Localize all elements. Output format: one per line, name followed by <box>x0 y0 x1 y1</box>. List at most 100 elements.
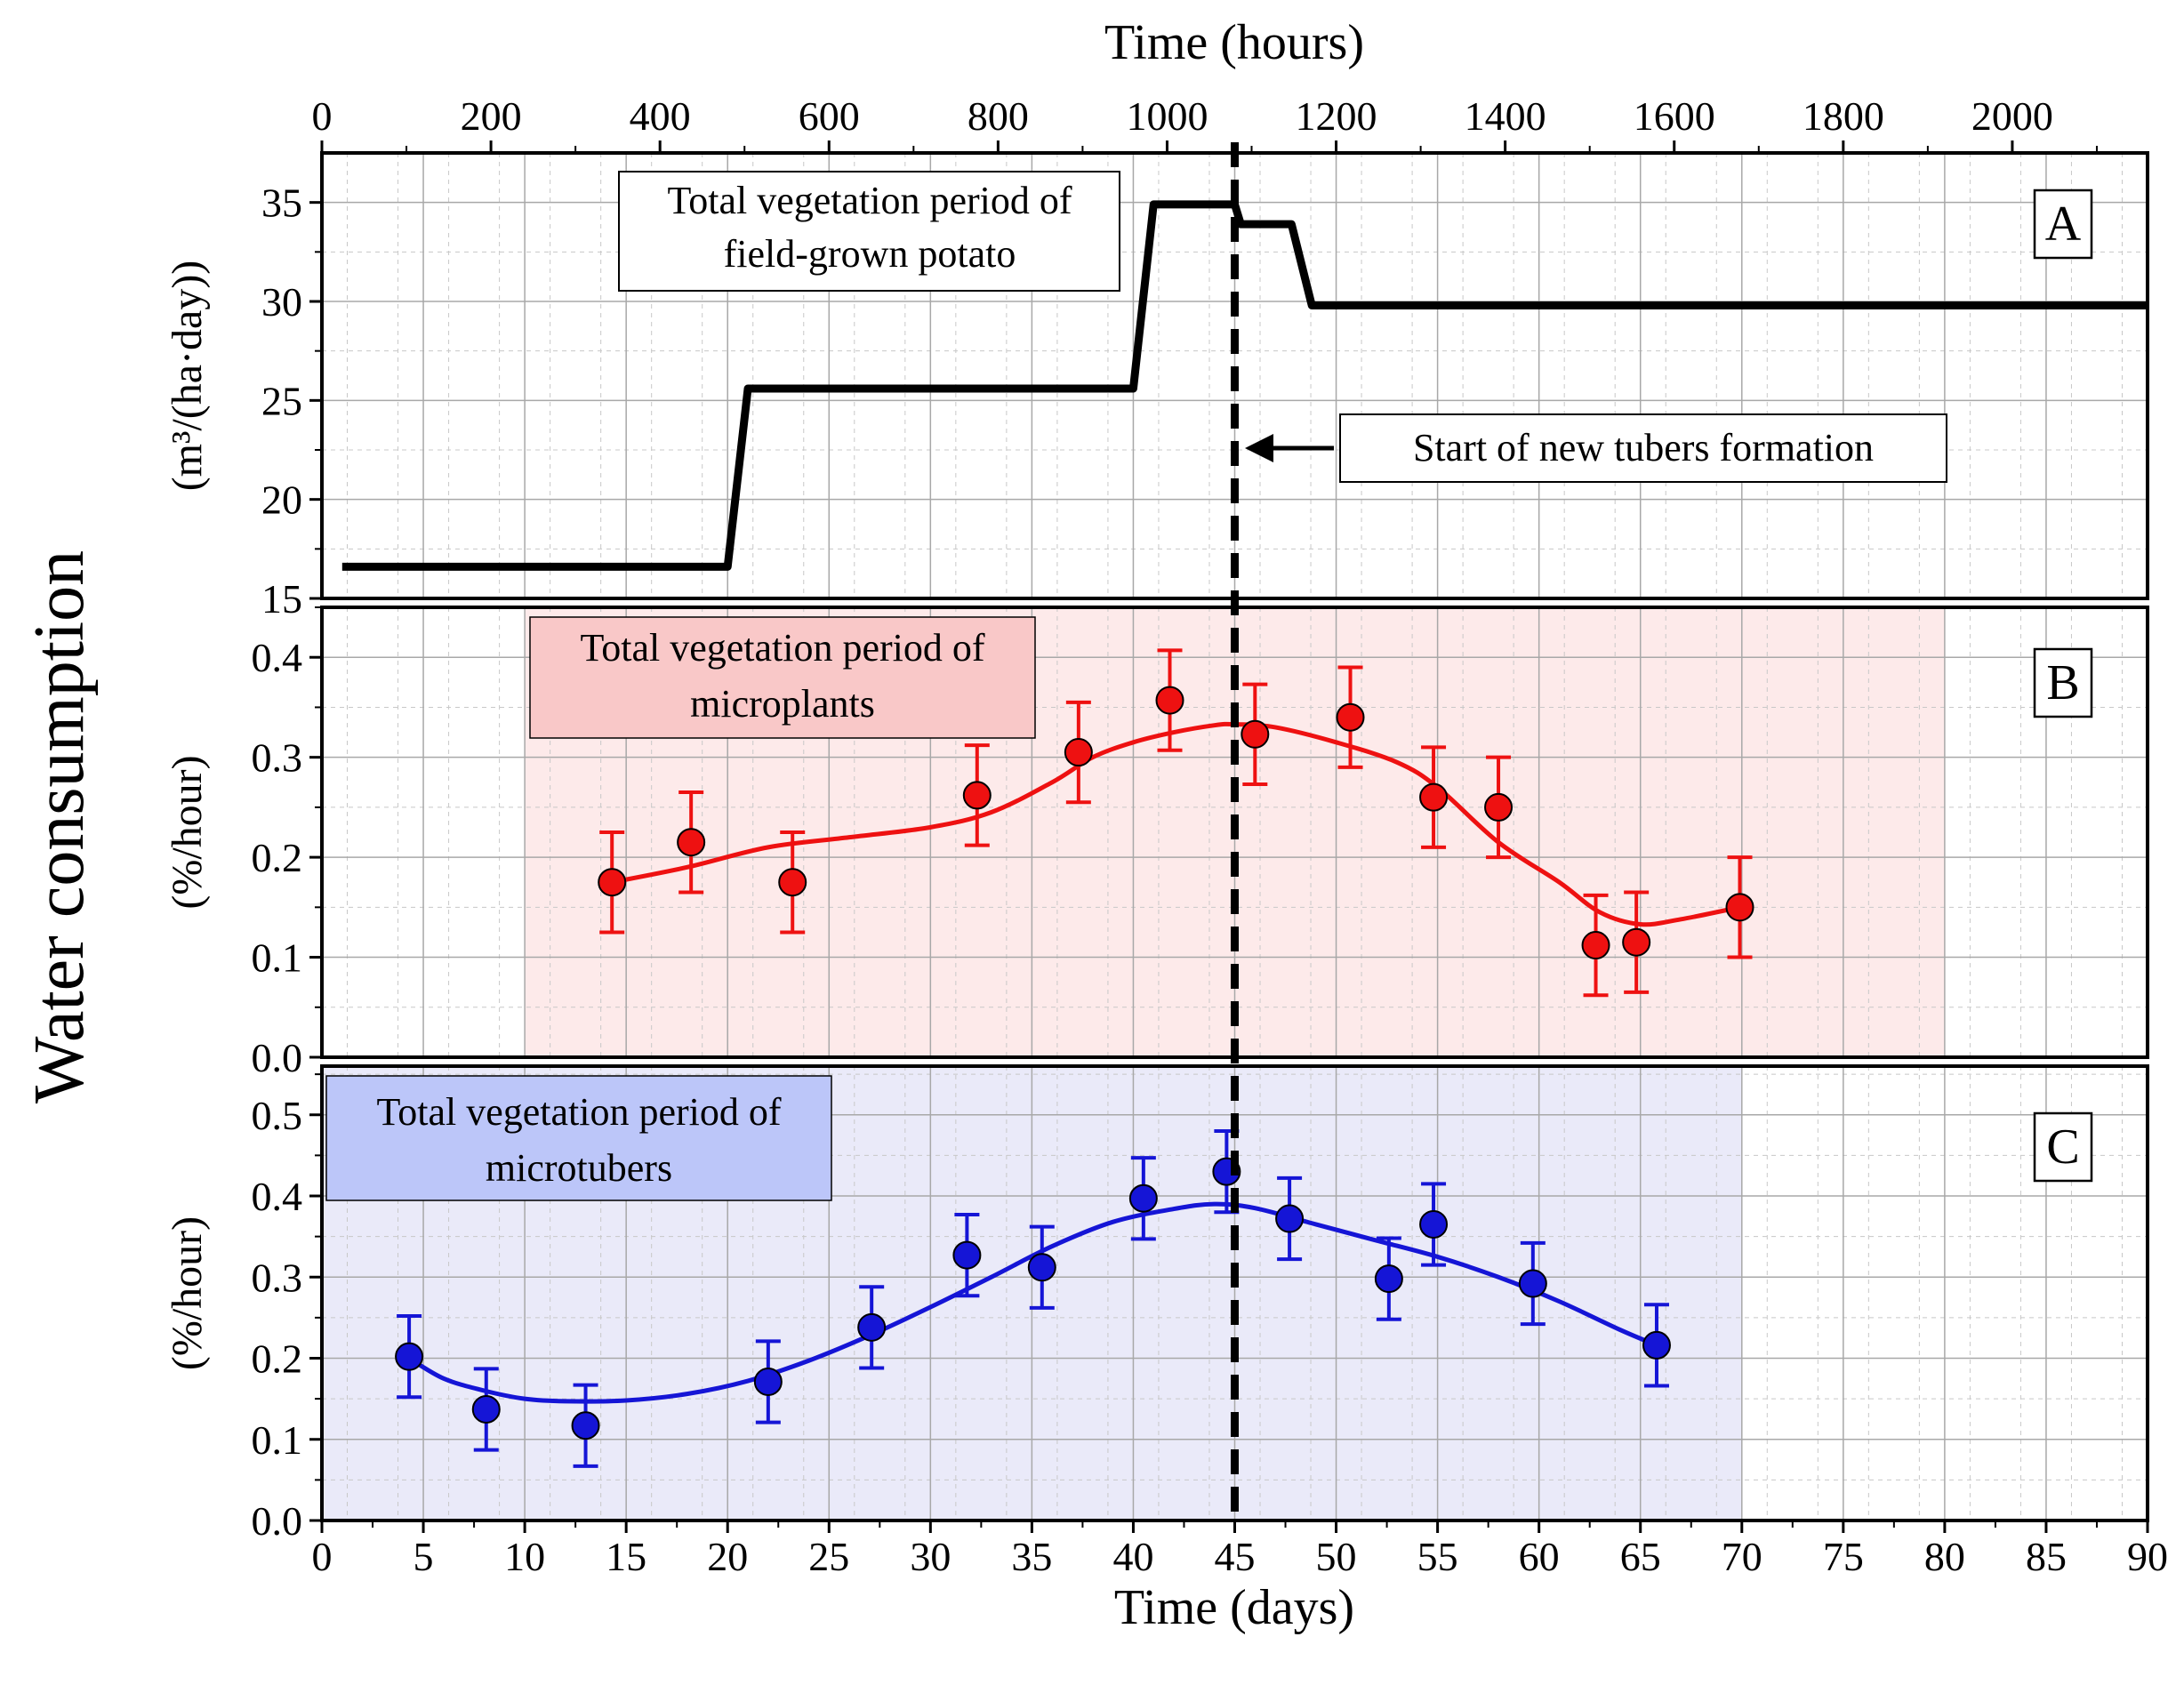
panel-b-y-tick-label: 0.1 <box>252 935 303 981</box>
panel-a-y-tick-label: 35 <box>261 181 302 226</box>
panel-a-y-tick-label: 25 <box>261 378 302 423</box>
panel-b-data-point <box>1155 686 1184 715</box>
top-x-tick-label: 2000 <box>1971 93 2053 139</box>
panel-b-y-tick-label: 0.4 <box>252 635 303 680</box>
panel-c-y-tick-label: 0.1 <box>252 1417 303 1463</box>
panel-c-y-tick-label: 0.4 <box>252 1174 303 1219</box>
panel-b-y-axis-label: (%/hour) <box>164 755 211 909</box>
panel-b-fit-curve <box>611 721 1740 927</box>
data-layer <box>341 200 2148 1468</box>
top-x-tick-label: 600 <box>799 93 860 139</box>
bottom-x-tick-label: 35 <box>1011 1534 1052 1579</box>
top-x-tick-label: 800 <box>968 93 1029 139</box>
panel-b-data-point <box>1241 719 1270 749</box>
text-layer: Water consumption Time (hours) Time (day… <box>20 15 2093 1635</box>
panel-c-data-point <box>1518 1269 1547 1298</box>
panel-b-annotation-line1: Total vegetation period of <box>580 626 984 670</box>
panel-b-data-point <box>1725 893 1754 922</box>
panel-c-annotation-line1: Total vegetation period of <box>376 1090 781 1134</box>
top-x-tick-label: 1200 <box>1296 93 1377 139</box>
bottom-x-tick-label: 60 <box>1519 1534 1560 1579</box>
top-x-tick-label: 200 <box>461 93 522 139</box>
panel-b-annotation-line2: microplants <box>690 682 875 726</box>
panel-b-data-point <box>1581 931 1610 960</box>
bottom-x-tick-label: 85 <box>2026 1534 2067 1579</box>
bottom-x-tick-label: 45 <box>1215 1534 1256 1579</box>
panel-c-data-point <box>395 1342 424 1371</box>
panel-b-letter-box <box>2033 647 2093 718</box>
panel-b-data-point <box>1336 702 1365 732</box>
panel-c-data-point <box>952 1240 982 1270</box>
bottom-x-tick-label: 80 <box>1924 1534 1965 1579</box>
bottom-x-tick-label: 0 <box>312 1534 333 1579</box>
axes-layer: 15 20 25 30 35 (m³/(ha·day)) 0.0 0.1 0.2 0.3 0.4 (%… <box>164 93 2168 1579</box>
panel-c-y-tick-label: 0.2 <box>252 1336 303 1382</box>
bottom-x-tick-label: 20 <box>707 1534 748 1579</box>
panel-c-data-point <box>1374 1264 1403 1294</box>
panel-a-letter: A <box>2045 197 2082 252</box>
bottom-x-tick-label: 15 <box>606 1534 646 1579</box>
top-x-tick-label: 1600 <box>1634 93 1715 139</box>
panel-b-data-point <box>1622 927 1651 957</box>
panel-b-data-point <box>1419 782 1449 812</box>
panel-c-y-axis-label: (%/hour) <box>164 1216 211 1370</box>
bottom-x-tick-label: 70 <box>1722 1534 1762 1579</box>
tuber-formation-arrow-head <box>1245 434 1273 462</box>
panel-a-annotation-line1: Total vegetation period of <box>667 179 1072 222</box>
panel-b-data-point <box>1484 792 1514 822</box>
panel-b-y-tick-label: 0.2 <box>252 835 303 880</box>
tuber-formation-label: Start of new tubers formation <box>1413 426 1874 469</box>
panel-c-data-point <box>753 1367 783 1396</box>
panel-c-y-tick-label: 0.5 <box>252 1093 303 1138</box>
panel-c-data-point <box>471 1394 501 1424</box>
bottom-x-tick-label: 50 <box>1316 1534 1357 1579</box>
panel-c-data-point <box>857 1312 887 1342</box>
panel-a-y-tick-label: 20 <box>261 477 302 523</box>
panel-b-data-point <box>598 868 627 897</box>
bottom-x-tick-label: 10 <box>504 1534 545 1579</box>
bottom-x-axis-title: Time (days) <box>1114 1580 1354 1635</box>
panel-a-annotation-box <box>618 171 1120 292</box>
panel-b-data-point <box>677 828 706 857</box>
bottom-x-tick-label: 75 <box>1823 1534 1864 1579</box>
bottom-x-tick-label: 40 <box>1112 1534 1153 1579</box>
bottom-x-tick-label: 90 <box>2127 1534 2168 1579</box>
top-x-axis-title: Time (hours) <box>1104 15 1364 70</box>
bottom-x-tick-label: 30 <box>910 1534 951 1579</box>
panel-c-data-point <box>571 1411 600 1440</box>
panel-c-y-tick-label: 0.3 <box>252 1255 303 1300</box>
panel-c-data-point <box>1027 1253 1056 1282</box>
panel-b-data-point <box>1064 738 1093 767</box>
panel-c-annotation-line2: microtubers <box>486 1146 672 1190</box>
top-x-tick-label: 1800 <box>1803 93 1884 139</box>
bottom-x-tick-label: 55 <box>1417 1534 1458 1579</box>
top-x-tick-label: 1400 <box>1465 93 1546 139</box>
panel-b-y-tick-label: 0.3 <box>252 735 303 781</box>
top-x-tick-label: 400 <box>630 93 691 139</box>
panel-b-annotation-box <box>529 616 1036 739</box>
panel-c-fit-curve <box>407 1201 1658 1404</box>
panel-a-annotation-line2: field-grown potato <box>724 232 1016 276</box>
panel-a-y-axis-label: (m³/(ha·day)) <box>164 261 211 492</box>
panel-a-water-consumption-line <box>341 200 2148 571</box>
panel-c-data-point <box>1275 1204 1305 1233</box>
panel-c-data-point <box>1642 1330 1671 1360</box>
top-x-tick-label: 0 <box>312 93 333 139</box>
tuber-formation-label-box <box>1339 413 1947 483</box>
panel-b-letter: B <box>2046 655 2079 710</box>
panel-c-annotation-box <box>325 1075 832 1201</box>
bottom-x-tick-label: 25 <box>808 1534 849 1579</box>
panel-a-letter-box <box>2033 189 2093 260</box>
bottom-x-tick-label: 5 <box>414 1534 434 1579</box>
panel-a-y-tick-label: 15 <box>261 576 302 622</box>
panel-c-data-point <box>1128 1183 1158 1213</box>
panel-c-data-point <box>1419 1209 1449 1239</box>
main-y-label: Water consumption <box>20 550 99 1103</box>
panel-b-y-tick-label: 0.0 <box>252 1035 303 1080</box>
panel-c-letter-box <box>2033 1111 2093 1183</box>
panel-c-y-tick-label: 0.0 <box>252 1498 303 1544</box>
panel-a-y-tick-label: 30 <box>261 279 302 325</box>
top-x-tick-label: 1000 <box>1126 93 1208 139</box>
panel-b-data-point <box>962 781 992 810</box>
